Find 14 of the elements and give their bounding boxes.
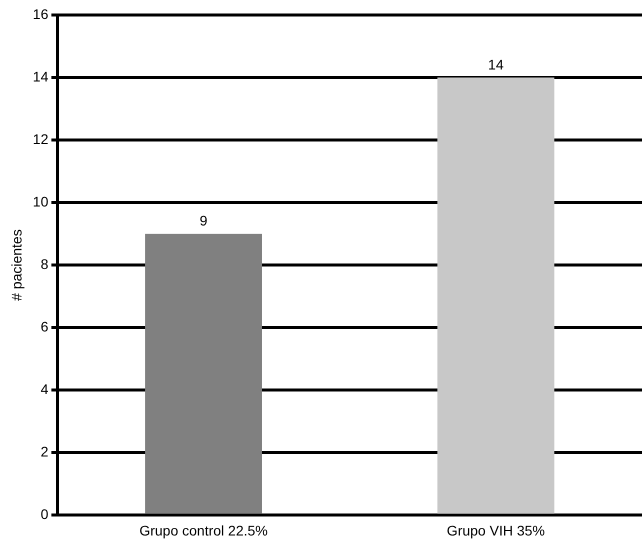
- y-tick-label: 2: [40, 444, 49, 460]
- y-tick-label: 4: [40, 381, 49, 398]
- y-tick-label: 10: [32, 193, 49, 210]
- y-tick-label: 14: [32, 68, 49, 84]
- y-tick-label: 0: [40, 506, 49, 522]
- x-tick-label: Grupo VIH 35%: [446, 522, 545, 538]
- y-axis-title: # pacientes: [8, 229, 24, 301]
- y-tick-label: 8: [40, 256, 49, 272]
- y-tick-label: 12: [32, 130, 49, 147]
- data-label: 14: [488, 56, 504, 72]
- x-tick-label: Grupo control 22.5%: [139, 522, 268, 538]
- y-tick-label: 16: [32, 6, 49, 22]
- y-tick-label: 6: [40, 318, 49, 334]
- data-label: 9: [200, 212, 208, 229]
